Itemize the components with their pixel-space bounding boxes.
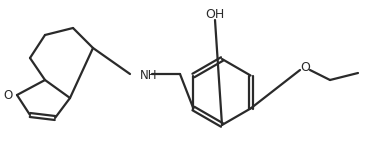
Text: O: O	[300, 61, 310, 74]
Text: NH: NH	[140, 69, 158, 81]
Text: O: O	[4, 88, 13, 101]
Text: OH: OH	[205, 7, 224, 20]
